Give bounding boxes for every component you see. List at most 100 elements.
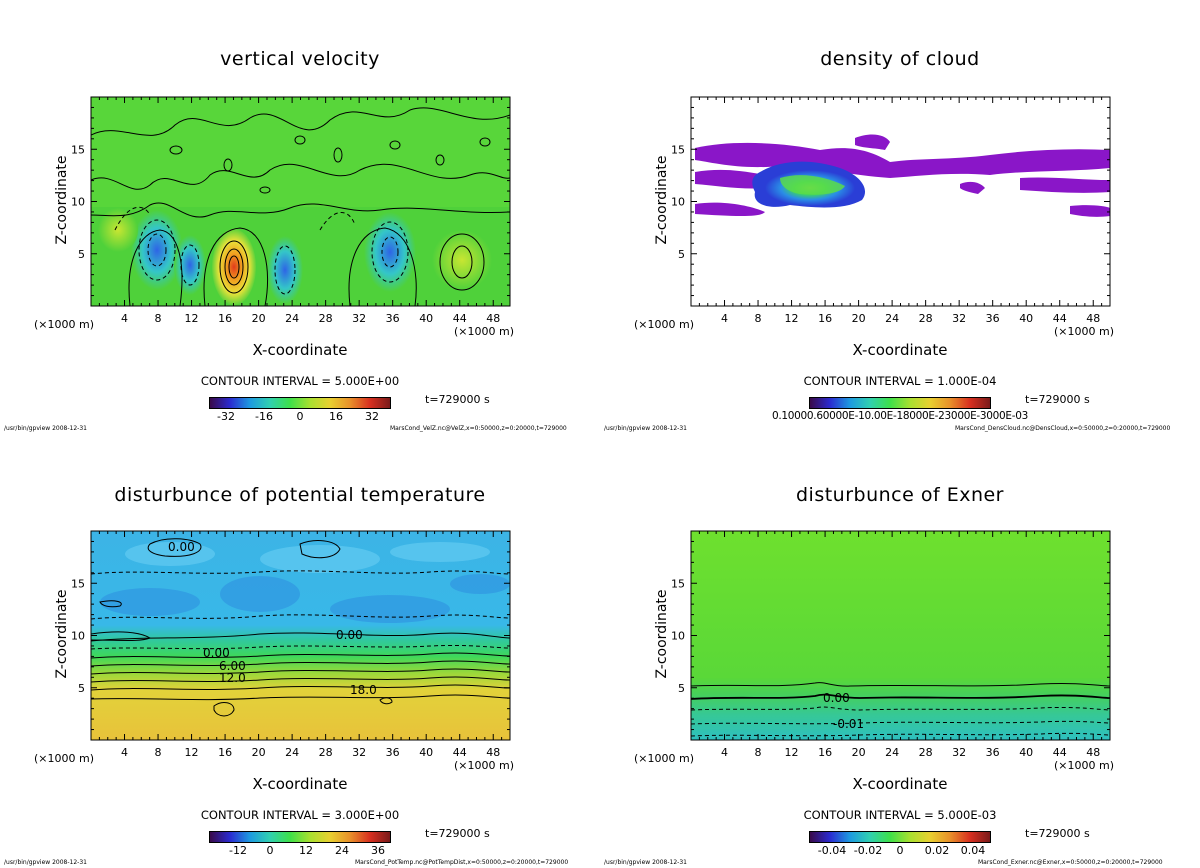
x-tick-label: 16 [818,746,832,759]
x-tick-label: 36 [386,746,400,759]
y-tick-label: 5 [678,248,685,261]
colorbar-tick: 16 [329,410,343,423]
x-tick-label: 36 [986,312,1000,325]
x-tick-label: 44 [453,312,467,325]
x-tick-label: 20 [852,312,866,325]
x-unit-left: (×1000 m) [34,318,95,331]
y-tick-label: 10 [71,630,85,643]
colorbar [209,831,391,843]
colorbar-tick: -32 [217,410,235,423]
colorbar-tick: -16 [255,410,273,423]
x-tick-label: 20 [252,312,266,325]
y-tick-label: 5 [78,248,85,261]
x-tick-label: 28 [319,312,333,325]
x-tick-label: 32 [952,746,966,759]
colorbar-tick: -12 [229,844,247,857]
x-tick-label: 44 [1053,746,1067,759]
x-tick-label: 8 [755,746,762,759]
panel-title: disturbunce of potential temperature [114,484,486,506]
x-tick-label: 16 [818,312,832,325]
colorbar-tick: 0 [896,844,904,857]
colorbar-tick-overlap: 0.10000.60000E-10.00E-18000E-23000E-3000… [771,410,1029,422]
colorbar-tick: 24 [335,844,349,857]
panel-exner: disturbunce of Exner [600,434,1200,868]
time-label: t=729000 s [425,827,490,840]
footer-right: MarsCond_VelZ.nc@VelZ,x=0:50000,z=0:2000… [390,425,567,432]
footer-right: MarsCond_Exner.nc@Exner,x=0:50000,z=0:20… [978,859,1163,866]
colorbar-tick: 0.04 [960,844,986,857]
contour-labels: 0.00 0.00 0.00 6.00 12.0 18.0 [168,540,377,697]
x-unit-left: (×1000 m) [634,752,695,765]
x-axis-label: X-coordinate [252,341,348,359]
y-tick-label: 10 [671,196,685,209]
contour-label: 0.00 [823,691,850,705]
x-tick-label: 36 [386,312,400,325]
y-tick-label: 15 [71,577,85,590]
y-tick-label: 5 [78,682,85,695]
x-tick-label: 28 [919,746,933,759]
x-unit-right: (×1000 m) [1054,325,1115,338]
contour-label: 0.00 [168,540,195,554]
footer-right: MarsCond_DensCloud.nc@DensCloud,x=0:5000… [955,425,1171,432]
y-axis-label: Z-coordinate [654,155,670,245]
x-tick-label: 4 [121,746,128,759]
x-axis-label: X-coordinate [852,341,948,359]
time-label: t=729000 s [1025,827,1090,840]
colorbar-ticks: -0.04 -0.02 0 0.02 0.04 [600,844,1200,858]
colorbar [209,397,391,409]
x-tick-label: 40 [1019,746,1033,759]
x-tick-label: 8 [755,312,762,325]
panel-potential-temperature: disturbunce of potential temperature [0,434,600,868]
contour-label: 12.0 [219,671,246,685]
updraft-core [212,229,256,305]
panel-vertical-velocity: vertical velocity [0,0,600,434]
cloud-layer [695,134,1110,217]
x-tick-label: 28 [919,312,933,325]
x-tick-label: 12 [185,746,199,759]
contour-interval: CONTOUR INTERVAL = 3.000E+00 [200,808,400,822]
y-tick-label: 10 [71,196,85,209]
x-tick-label: 36 [986,746,1000,759]
x-tick-label: 20 [852,746,866,759]
colorbar-tick: -0.02 [853,844,883,857]
chart-svg: 0.00 0.00 0.00 6.00 12.0 18.0 4 8 12 16 20 24… [71,530,511,759]
x-tick-label: 48 [1086,312,1100,325]
colorbar-tick: 0 [266,844,274,857]
x-tick-label: 48 [486,312,500,325]
x-tick-label: 24 [285,312,299,325]
contour-interval: CONTOUR INTERVAL = 1.000E-04 [803,374,997,388]
x-tick-label: 24 [285,746,299,759]
y-tick-label: 5 [678,682,685,695]
downdraft-region [131,210,183,290]
colorbar-ticks: -12 0 12 24 36 [0,844,600,858]
x-tick-label: 4 [121,312,128,325]
x-tick-label: 4 [721,312,728,325]
footer-left: /usr/bin/gpview 2008-12-31 [4,425,87,432]
x-axis-label: X-coordinate [252,775,348,793]
x-tick-label: 20 [252,746,266,759]
time-label: t=729000 s [1025,393,1090,406]
x-tick-label: 16 [218,746,232,759]
x-tick-label: 40 [419,312,433,325]
colorbar [809,397,991,409]
contour-label: 0.00 [203,646,230,660]
colorbar-tick: 0 [296,410,304,423]
x-tick-label: 4 [721,746,728,759]
x-unit-right: (×1000 m) [1054,759,1115,772]
x-tick-label: 40 [1019,312,1033,325]
contour-interval: CONTOUR INTERVAL = 5.000E+00 [200,374,400,388]
x-tick-label: 8 [155,312,162,325]
x-tick-label: 12 [185,312,199,325]
panel-title: vertical velocity [220,48,380,70]
x-tick-label: 44 [1053,312,1067,325]
colorbar-tick: -0.04 [817,844,847,857]
y-tick-label: 15 [671,143,685,156]
y-tick-label: 10 [671,630,685,643]
colorbar-tick: 36 [371,844,385,857]
time-label: t=729000 s [425,393,490,406]
x-tick-label: 32 [352,312,366,325]
